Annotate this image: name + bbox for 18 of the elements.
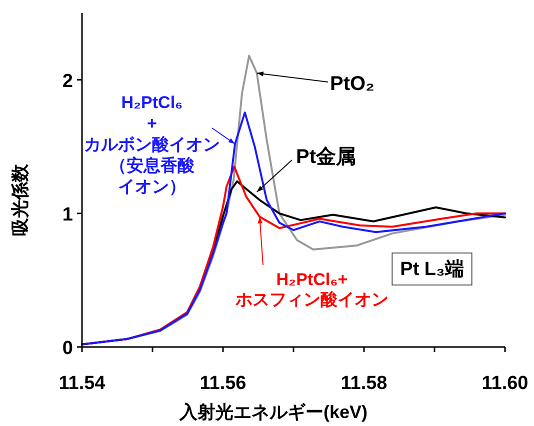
annotation: Pt金属: [256, 146, 356, 193]
x-tick-label: 11.56: [200, 373, 246, 394]
annotation: Pt金属: [296, 146, 356, 168]
annotation: PtO₂: [330, 73, 374, 95]
x-tick-label: 11.58: [340, 373, 388, 394]
annotation: H₂PtCl₆ + カルボン酸イオン: [84, 93, 236, 154]
y-tick-label: 0: [62, 338, 73, 359]
y-tick-label: 2: [62, 70, 73, 92]
x-axis-title: 入射光エネルギー(keV): [178, 402, 368, 422]
y-tick-label: 1: [62, 204, 74, 226]
annotation: H₂PtCl₆+ ホスフィン酸イオン: [236, 216, 388, 309]
x-tick-label: 11.60: [482, 373, 528, 394]
y-axis-title: 吸光係数: [10, 163, 30, 236]
annotation: H₂PtCl₆+ ホスフィン酸イオン: [234, 270, 388, 309]
annotation: PtO₂: [256, 72, 374, 95]
annotation: （安息香酸イオン）: [110, 156, 194, 196]
x-tick-label: 11.54: [58, 373, 106, 394]
annotation: Pt L₃端: [400, 258, 464, 280]
